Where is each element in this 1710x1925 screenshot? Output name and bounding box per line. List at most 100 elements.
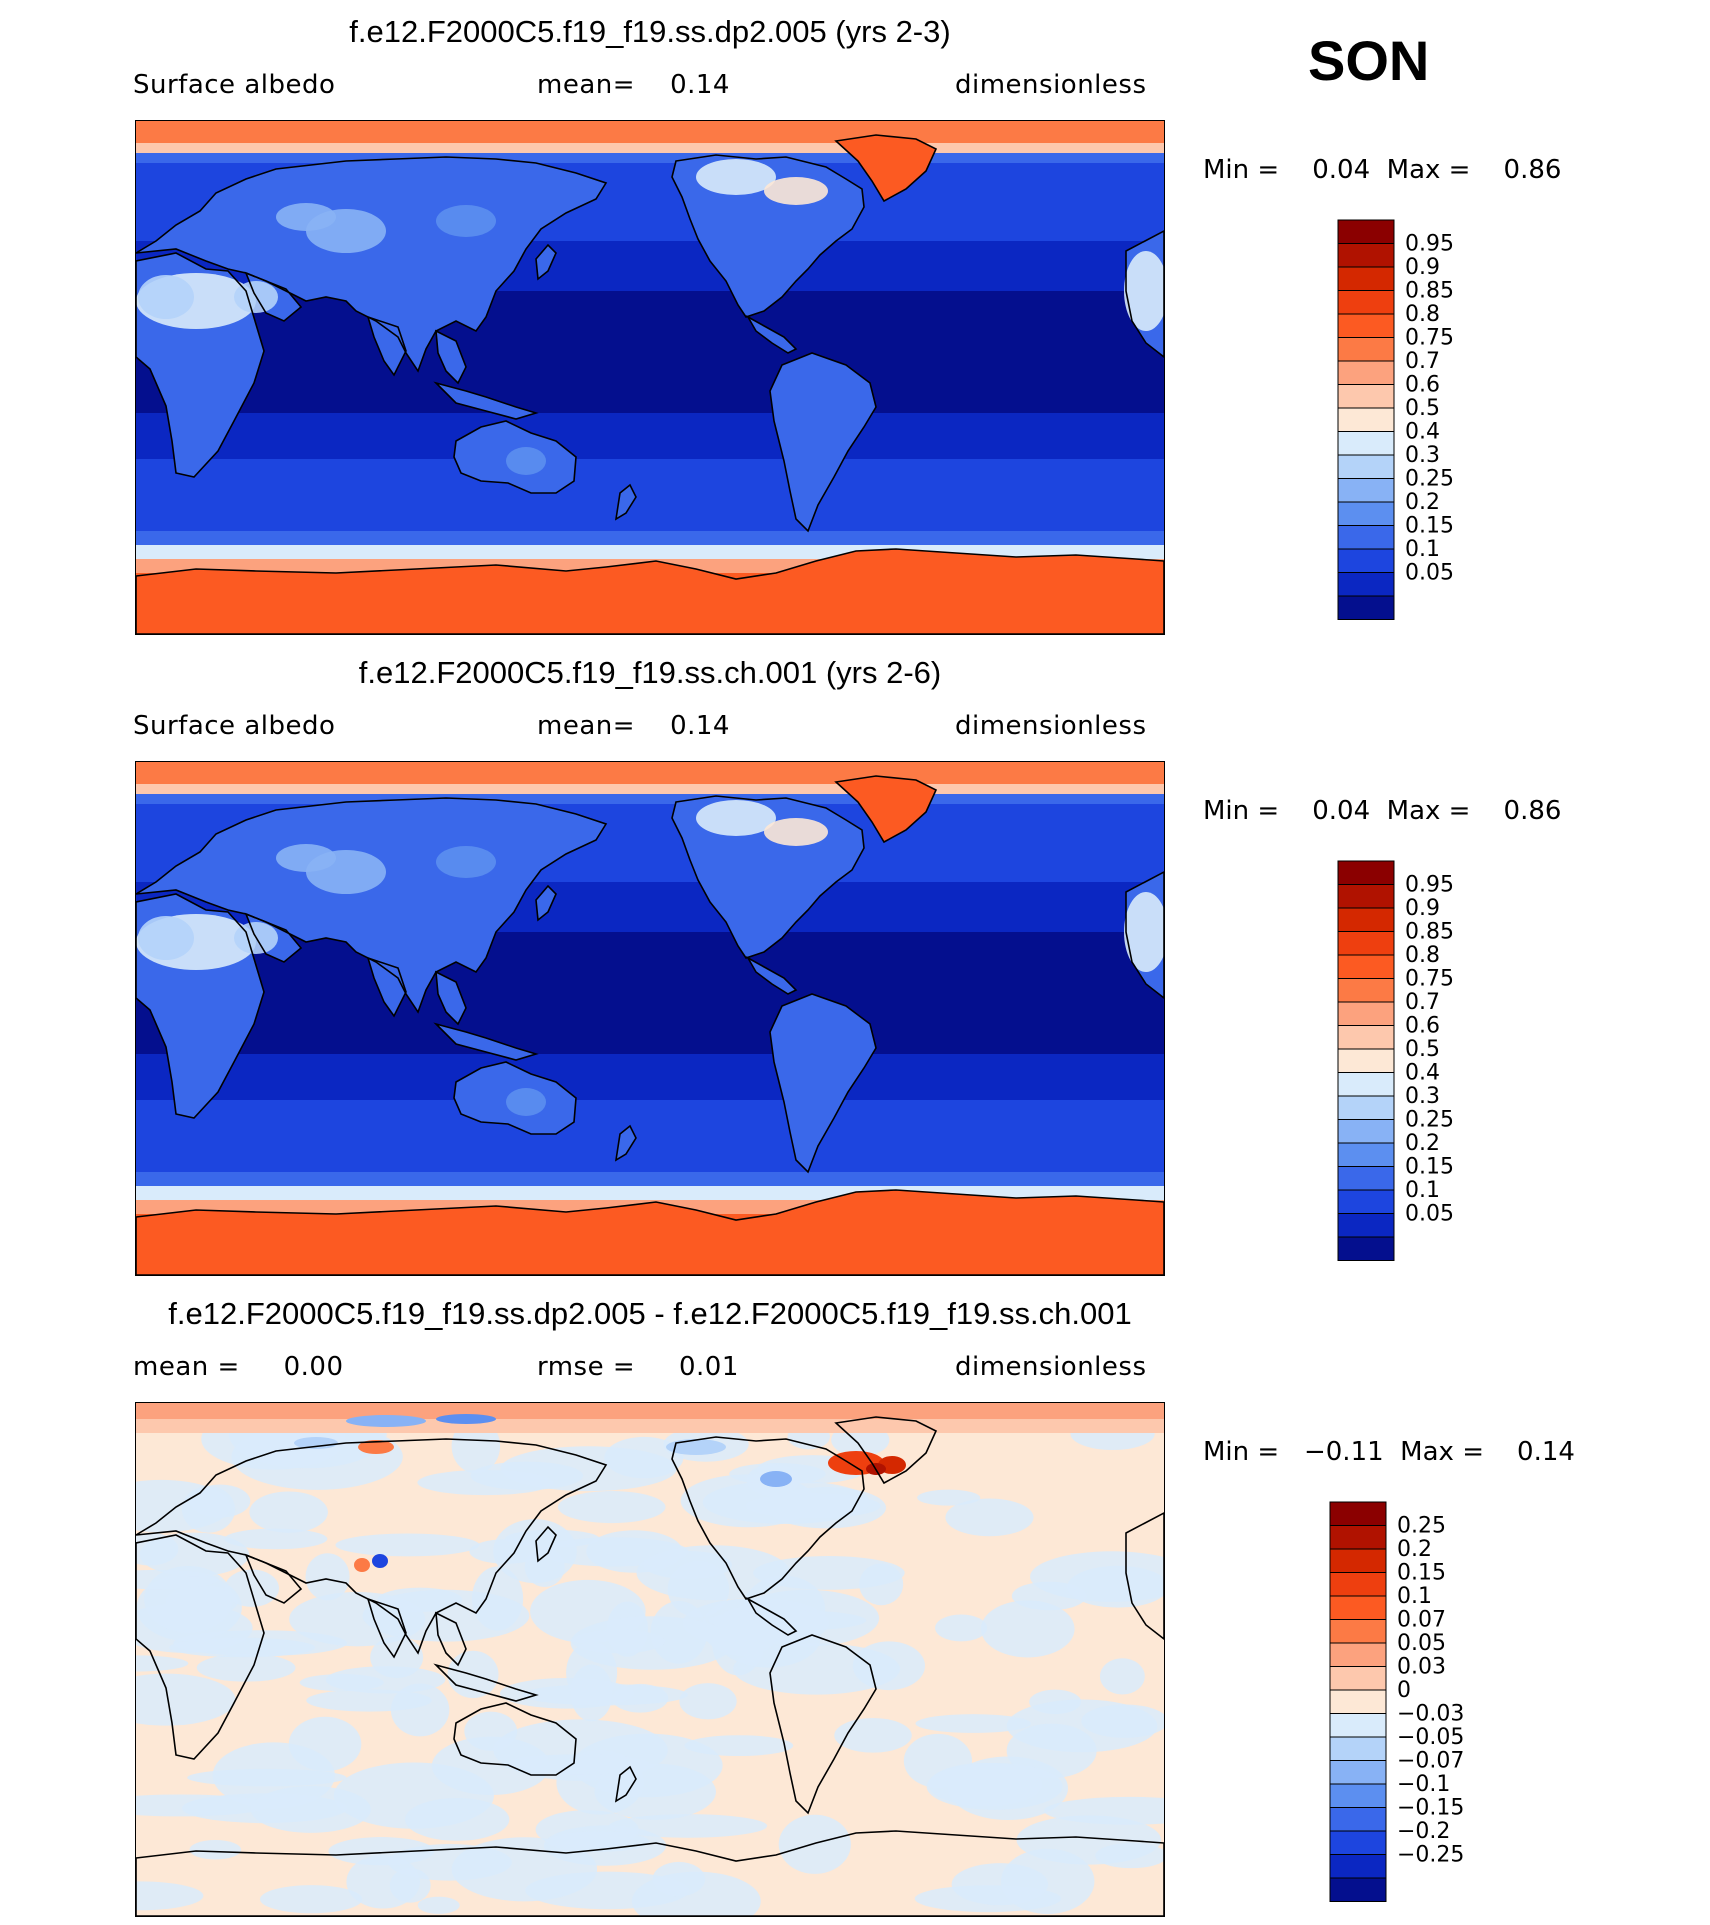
colorbar-swatch	[1337, 407, 1395, 432]
colorbar-tick-label: 0.15	[1397, 1561, 1446, 1586]
colorbar-tick-label: 0.15	[1405, 1155, 1454, 1180]
colorbar-swatch	[1337, 431, 1395, 456]
colorbar-tick-label: 0.25	[1397, 1514, 1446, 1539]
colorbar-swatch	[1337, 860, 1395, 885]
colorbar-swatch	[1337, 1213, 1395, 1238]
panel-1-map	[135, 120, 1165, 635]
colorbar-swatch	[1329, 1760, 1387, 1785]
colorbar-swatch	[1337, 313, 1395, 338]
panel-3-minmax: Min = −0.11 Max = 0.14	[1203, 1437, 1575, 1467]
colorbar-tick-label: −0.2	[1397, 1819, 1450, 1844]
colorbar-tick-label: 0.1	[1405, 537, 1440, 562]
colorbar-tick-label: 0.25	[1405, 467, 1454, 492]
colorbar-swatch	[1329, 1666, 1387, 1691]
colorbar-swatch	[1337, 501, 1395, 526]
colorbar-tick-label: 0.9	[1405, 896, 1440, 921]
panel-1-variable-label: Surface albedo	[133, 70, 336, 100]
panel-1-title: f.e12.F2000C5.f19_f19.ss.dp2.005 (yrs 2-…	[349, 14, 951, 49]
panel-2-variable-label: Surface albedo	[133, 711, 336, 741]
colorbar-tick-label: 0.5	[1405, 1037, 1440, 1062]
colorbar-tick-label: 0.4	[1405, 1061, 1440, 1086]
colorbar-swatch	[1337, 907, 1395, 932]
panel-3-units-label: dimensionless	[955, 1352, 1147, 1382]
colorbar-tick-label: −0.03	[1397, 1702, 1464, 1727]
colorbar-tick-label: 0.3	[1405, 443, 1440, 468]
panel-3-map	[135, 1402, 1165, 1917]
colorbar-tick-label: 0.25	[1405, 1108, 1454, 1133]
panel-1-mean-label: mean= 0.14	[537, 70, 730, 100]
colorbar-swatch	[1337, 243, 1395, 268]
colorbar-tick-label: 0	[1397, 1678, 1411, 1703]
colorbar-swatch	[1337, 1001, 1395, 1026]
colorbar-swatch	[1329, 1525, 1387, 1550]
colorbar-swatch	[1337, 1119, 1395, 1144]
colorbar-swatch	[1329, 1854, 1387, 1879]
colorbar-swatch	[1329, 1736, 1387, 1761]
colorbar-swatch	[1329, 1877, 1387, 1902]
colorbar-swatch	[1329, 1807, 1387, 1832]
colorbar-tick-label: −0.05	[1397, 1725, 1464, 1750]
colorbar-swatch	[1337, 219, 1395, 244]
colorbar-tick-label: 0.05	[1397, 1631, 1446, 1656]
colorbar-swatch	[1337, 1095, 1395, 1120]
colorbar-swatch	[1329, 1642, 1387, 1667]
panel-1-colorbar: 0.95 0.9 0.85 0.8 0.75 0.7 0.6 0.5 0.4 0.3 0.25 0.2…	[1337, 219, 1487, 621]
colorbar-svg: 0.250.20.150.10.070.050.030−0.03−0.05−0.…	[1329, 1501, 1464, 1902]
colorbar-tick-label: 0.6	[1405, 373, 1440, 398]
colorbar-swatch	[1337, 595, 1395, 620]
colorbar-tick-label: 0.5	[1405, 396, 1440, 421]
colorbar-swatch	[1337, 384, 1395, 409]
colorbar-tick-label: 0.1	[1397, 1584, 1432, 1609]
colorbar-tick-label: 0.3	[1405, 1084, 1440, 1109]
colorbar-swatch	[1337, 978, 1395, 1003]
colorbar-tick-label: 0.8	[1405, 943, 1440, 968]
panel-2-minmax: Min = 0.04 Max = 0.86	[1203, 796, 1562, 826]
panel-3-title: f.e12.F2000C5.f19_f19.ss.dp2.005 - f.e12…	[168, 1296, 1132, 1331]
map-canvas	[136, 762, 1164, 1275]
colorbar-swatch	[1329, 1830, 1387, 1855]
panel-2-mean-label: mean= 0.14	[537, 711, 730, 741]
colorbar-tick-label: −0.15	[1397, 1796, 1464, 1821]
colorbar-swatch	[1337, 337, 1395, 362]
colorbar-tick-label: 0.7	[1405, 349, 1440, 374]
colorbar-tick-label: 0.75	[1405, 326, 1454, 351]
panel-2-title: f.e12.F2000C5.f19_f19.ss.ch.001 (yrs 2-6…	[358, 655, 942, 690]
colorbar-swatch	[1337, 572, 1395, 597]
map-canvas	[136, 121, 1164, 634]
colorbar-tick-label: 0.2	[1405, 1131, 1440, 1156]
colorbar-tick-label: 0.4	[1405, 420, 1440, 445]
colorbar-swatch	[1337, 884, 1395, 909]
colorbar-swatch	[1337, 478, 1395, 503]
panel-3-colorbar: 0.25 0.2 0.15 0.1 0.07 0.05 0.03 0 −0.03 −0.05 −0.…	[1329, 1501, 1479, 1903]
colorbar-tick-label: 0.6	[1405, 1014, 1440, 1039]
colorbar-swatch	[1337, 1189, 1395, 1214]
colorbar-tick-label: −0.1	[1397, 1772, 1450, 1797]
panel-3-mean-label: mean = 0.00	[133, 1352, 344, 1382]
colorbar-tick-label: −0.07	[1397, 1749, 1464, 1774]
map-canvas	[136, 1403, 1164, 1916]
colorbar-swatch	[1329, 1689, 1387, 1714]
colorbar-swatch	[1337, 954, 1395, 979]
colorbar-swatch	[1337, 360, 1395, 385]
colorbar-tick-label: −0.25	[1397, 1843, 1464, 1868]
panel-1-units-label: dimensionless	[955, 70, 1147, 100]
colorbar-swatch	[1337, 1142, 1395, 1167]
panel-2-colorbar: 0.95 0.9 0.85 0.8 0.75 0.7 0.6 0.5 0.4 0.3 0.25 0.2…	[1337, 860, 1487, 1262]
colorbar-swatch	[1337, 454, 1395, 479]
colorbar-tick-label: 0.8	[1405, 302, 1440, 327]
colorbar-swatch	[1337, 548, 1395, 573]
colorbar-tick-label: 0.07	[1397, 1608, 1446, 1633]
colorbar-tick-label: 0.2	[1405, 490, 1440, 515]
colorbar-tick-label: 0.03	[1397, 1655, 1446, 1680]
colorbar-tick-label: 0.95	[1405, 873, 1454, 898]
colorbar-svg: 0.950.90.850.80.750.70.60.50.40.30.250.2…	[1337, 219, 1454, 620]
panel-2-units-label: dimensionless	[955, 711, 1147, 741]
colorbar-swatch	[1329, 1501, 1387, 1526]
colorbar-tick-label: 0.15	[1405, 514, 1454, 539]
colorbar-tick-label: 0.1	[1405, 1178, 1440, 1203]
colorbar-tick-label: 0.95	[1405, 232, 1454, 257]
panel-1-minmax: Min = 0.04 Max = 0.86	[1203, 155, 1562, 185]
colorbar-swatch	[1337, 931, 1395, 956]
colorbar-tick-label: 0.75	[1405, 967, 1454, 992]
colorbar-tick-label: 0.85	[1405, 279, 1454, 304]
